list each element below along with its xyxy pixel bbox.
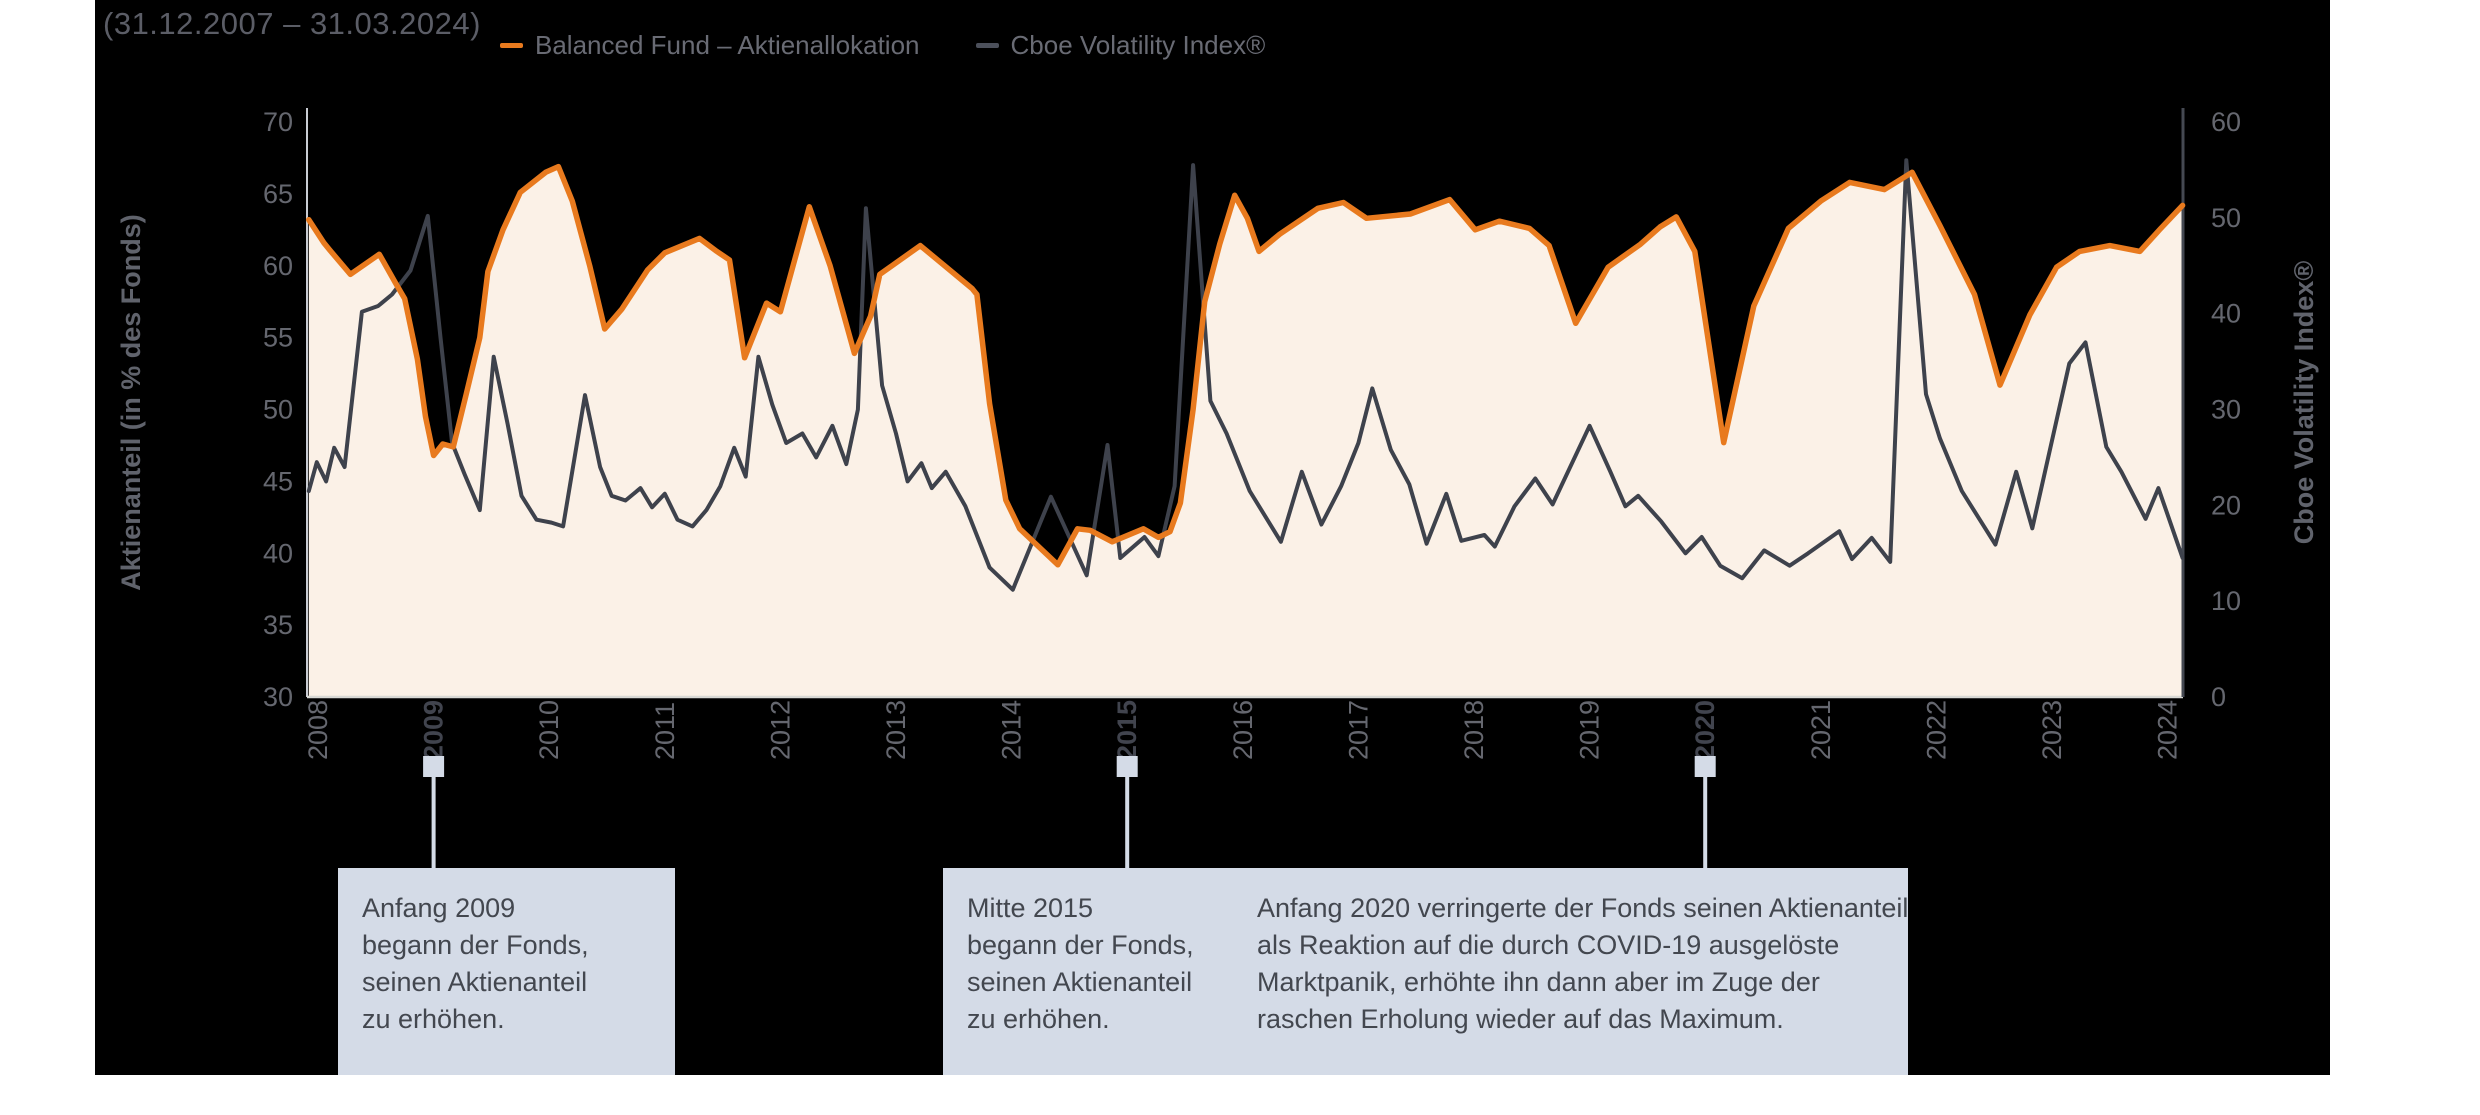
callout-text-line: Anfang 2020 verringerte der Fonds seinen… xyxy=(1257,893,1909,923)
x-axis-year-label: 2012 xyxy=(765,700,795,760)
left-axis-tick-label: 55 xyxy=(263,323,293,353)
callout-box-2015: Mitte 2015 begann der Fonds, seinen Aktien… xyxy=(943,868,1276,1075)
left-axis-tick-label: 30 xyxy=(263,682,293,712)
fund-series-dash-icon xyxy=(500,42,523,48)
x-axis-year-label: 2019 xyxy=(1575,700,1605,760)
callout-text-line: Anfang 2009 xyxy=(362,893,516,923)
x-axis-year-label: 2011 xyxy=(650,702,680,760)
legend-item-balanced-fund: Balanced Fund – Aktienallokation xyxy=(500,30,920,61)
right-axis-tick-label: 10 xyxy=(2211,586,2241,616)
legend-label-vix: Cboe Volatility Index® xyxy=(1010,29,1266,60)
right-axis-tick-label: 0 xyxy=(2211,682,2226,712)
callout-text-line: seinen Aktienanteil xyxy=(967,967,1193,997)
right-axis-tick-label: 30 xyxy=(2211,395,2241,425)
vix-line xyxy=(306,158,2185,592)
left-axis-tick-label: 45 xyxy=(263,466,293,496)
x-axis-year-label: 2021 xyxy=(1806,700,1836,760)
callout-anchor-marker xyxy=(1694,756,1716,777)
x-axis-year-label: 2013 xyxy=(881,700,911,760)
callout-text-line: raschen Erholung wieder auf das Maximum. xyxy=(1257,1004,1784,1034)
x-axis-year-label: 2022 xyxy=(1921,700,1951,760)
callout-anchor-marker xyxy=(1116,756,1138,777)
x-axis-year-label: 2023 xyxy=(2037,700,2067,760)
callout-text-line: Marktpanik, erhöhte ihn dann aber im Zug… xyxy=(1257,967,1820,997)
callout-text-line: begann der Fonds, xyxy=(967,930,1194,960)
fund-area-fill xyxy=(308,166,2183,698)
callout-text-line: zu erhöhen. xyxy=(967,1004,1110,1034)
left-axis-tick-label: 65 xyxy=(263,179,293,209)
x-axis-year-label: 2024 xyxy=(2153,700,2183,760)
callout-text-line: seinen Aktienanteil xyxy=(362,967,588,997)
left-axis-tick-label: 60 xyxy=(263,251,293,281)
fund-allocation-line xyxy=(306,163,2186,568)
right-axis-title: Cboe Volatility Index® xyxy=(2289,261,2319,545)
callout-text-line: als Reaktion auf die durch COVID-19 ausg… xyxy=(1257,930,1840,960)
x-axis-year-label: 2020 xyxy=(1690,700,1720,760)
callout-text-line: zu erhöhen. xyxy=(362,1004,505,1034)
right-axis-tick-label: 50 xyxy=(2211,203,2241,233)
chart-legend: Balanced Fund – Aktienallokation Cboe Vo… xyxy=(500,28,1321,62)
x-axis-year-label: 2017 xyxy=(1343,700,1373,760)
left-axis-title: Aktienanteil (in % des Fonds) xyxy=(116,214,146,591)
chart-date-range-title: (31.12.2007 – 31.03.2024) xyxy=(103,6,481,41)
right-axis-tick-label: 20 xyxy=(2211,490,2241,520)
left-axis-tick-label: 35 xyxy=(263,610,293,640)
x-axis-year-label: 2018 xyxy=(1459,700,1489,760)
x-axis-year-label: 2015 xyxy=(1112,700,1142,760)
right-axis-tick-label: 60 xyxy=(2211,107,2241,137)
vix-series-dash-icon xyxy=(975,42,999,48)
callout-box-2020: Anfang 2020 verringerte der Fonds seinen… xyxy=(1233,868,1908,1075)
x-axis-year-label: 2016 xyxy=(1228,700,1258,760)
legend-label-balanced-fund: Balanced Fund – Aktienallokation xyxy=(535,29,920,60)
left-axis-tick-label: 50 xyxy=(263,395,293,425)
right-axis-tick-label: 40 xyxy=(2211,299,2241,329)
x-axis-year-label: 2009 xyxy=(419,700,449,760)
x-axis-year-label: 2010 xyxy=(534,700,564,760)
left-axis-tick-label: 70 xyxy=(263,107,293,137)
callout-text-line: Mitte 2015 xyxy=(967,893,1094,923)
callout-text-line: begann der Fonds, xyxy=(362,930,589,960)
x-axis-year-label: 2008 xyxy=(303,700,333,760)
x-axis-year-label: 2014 xyxy=(997,700,1027,760)
callout-anchor-marker xyxy=(423,756,445,777)
legend-item-vix: Cboe Volatility Index® xyxy=(975,29,1266,61)
callout-box-2009: Anfang 2009 begann der Fonds, seinen Aktie… xyxy=(338,868,675,1075)
left-axis-tick-label: 40 xyxy=(263,538,293,568)
